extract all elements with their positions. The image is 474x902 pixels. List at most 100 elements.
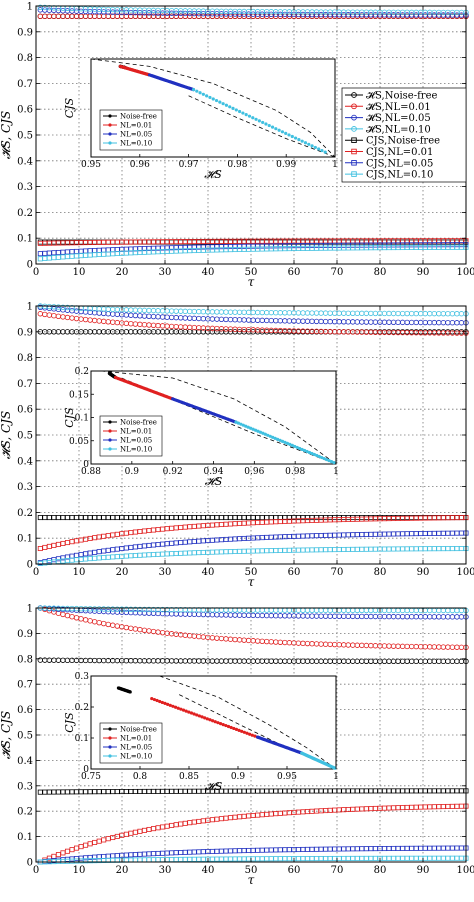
inset-point <box>271 435 275 439</box>
data-point <box>363 607 370 614</box>
data-point <box>413 658 419 665</box>
data-point <box>327 607 333 614</box>
data-point <box>309 613 315 619</box>
data-point <box>237 788 243 794</box>
data-point <box>96 619 102 626</box>
series-1 <box>37 657 469 665</box>
data-point <box>137 851 143 857</box>
data-point <box>200 849 206 855</box>
data-point <box>327 807 333 813</box>
data-point <box>381 242 387 248</box>
data-point <box>128 788 134 794</box>
data-point <box>436 855 442 861</box>
inset-point <box>332 461 336 465</box>
data-point <box>254 309 261 316</box>
data-point <box>395 239 401 245</box>
data-point <box>160 551 166 557</box>
data-point <box>241 788 247 794</box>
data-point <box>151 851 157 857</box>
data-point <box>187 632 193 639</box>
data-point <box>91 619 98 625</box>
legend-label: CJS,NL=0.10 <box>366 170 433 181</box>
data-point <box>223 848 229 854</box>
inset-legend-label: NL=0.01 <box>120 428 152 436</box>
x-tick-label: 70 <box>331 865 344 876</box>
data-point <box>418 607 424 614</box>
data-point <box>237 243 243 249</box>
data-point <box>436 530 442 536</box>
data-point <box>96 838 102 844</box>
data-point <box>55 254 61 260</box>
data-point <box>78 515 84 521</box>
data-point <box>313 318 320 325</box>
inset-legend-marker <box>108 438 112 442</box>
data-point <box>196 611 202 618</box>
inset-point <box>307 142 311 146</box>
data-point <box>436 658 442 665</box>
data-point <box>354 242 360 248</box>
data-point <box>436 607 442 614</box>
data-point <box>418 531 424 537</box>
data-point <box>46 543 52 549</box>
inset-x-tick-label: 0.96 <box>130 160 150 170</box>
data-point <box>368 855 374 861</box>
data-point <box>341 310 347 316</box>
data-point <box>78 253 84 259</box>
data-point <box>336 855 342 861</box>
data-point <box>51 542 57 548</box>
data-point <box>264 519 270 525</box>
data-point <box>101 657 107 664</box>
data-point <box>64 13 71 20</box>
data-point <box>368 238 374 244</box>
data-point <box>386 531 392 537</box>
data-point <box>187 315 193 321</box>
data-point <box>413 238 419 244</box>
data-point <box>300 318 306 324</box>
data-point <box>141 543 147 549</box>
data-point <box>354 319 361 325</box>
inset-point <box>295 445 299 450</box>
data-point <box>96 252 102 258</box>
y-tick-label: 0.9 <box>17 27 33 38</box>
data-point <box>372 643 379 649</box>
data-point <box>101 13 107 20</box>
data-point <box>431 530 437 536</box>
data-point <box>83 855 89 861</box>
data-point <box>341 532 347 538</box>
y-tick-label: 0.2 <box>17 508 33 519</box>
data-point <box>259 309 265 316</box>
inset-y-tick-label: 0 <box>83 765 89 775</box>
data-point <box>74 557 80 563</box>
y-tick-label: 0.3 <box>17 182 33 193</box>
data-point <box>214 549 220 555</box>
data-point <box>123 320 130 327</box>
data-point <box>268 639 274 645</box>
y-tick-label: 0.8 <box>17 353 33 364</box>
data-point <box>449 515 455 521</box>
inset-point <box>160 700 164 705</box>
data-point <box>223 521 229 527</box>
data-point <box>37 13 43 20</box>
data-point <box>327 238 333 244</box>
data-point <box>246 813 252 819</box>
data-point <box>74 538 80 544</box>
data-point <box>83 556 89 562</box>
data-point <box>232 788 238 794</box>
data-point <box>227 612 234 618</box>
data-point <box>114 789 120 795</box>
data-point <box>246 243 252 249</box>
data-point <box>78 248 84 254</box>
data-point <box>46 239 52 245</box>
data-point <box>400 805 406 811</box>
data-point <box>64 540 70 546</box>
data-point <box>169 515 175 521</box>
data-point <box>223 316 229 323</box>
data-point <box>241 658 247 664</box>
inset-point <box>224 723 228 728</box>
data-point <box>191 315 197 322</box>
data-point <box>209 515 215 521</box>
data-point <box>431 658 437 665</box>
data-point <box>268 515 274 521</box>
data-point <box>264 246 270 252</box>
